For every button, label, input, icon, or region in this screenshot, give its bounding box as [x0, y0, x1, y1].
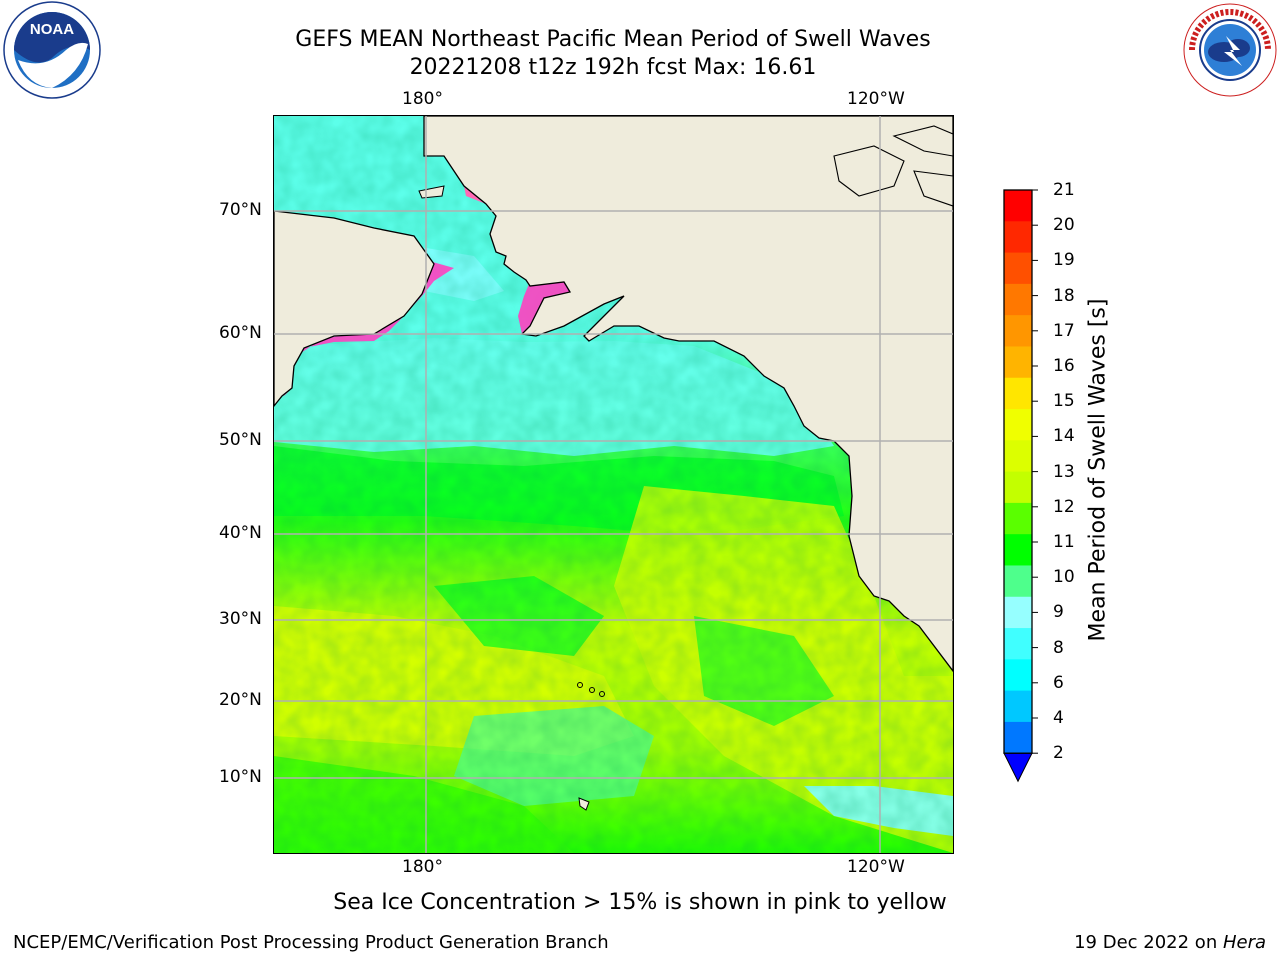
- colorbar-tick-label: 15: [1053, 391, 1075, 412]
- colorbar-tick-label: 8: [1053, 637, 1064, 658]
- graticule: [274, 116, 953, 853]
- colorbar-band: [1004, 190, 1032, 222]
- noaa-logo-text: NOAA: [30, 21, 74, 38]
- colorbar-band: [1004, 283, 1032, 316]
- footer-credit: NCEP/EMC/Verification Post Processing Pr…: [13, 932, 609, 953]
- lat-label-20n: 20°N: [219, 690, 262, 710]
- colorbar-band: [1004, 596, 1032, 629]
- land-arctic-island: [833, 145, 905, 197]
- colorbar-band: [1004, 440, 1032, 473]
- lat-label-50n: 50°N: [219, 430, 262, 450]
- colorbar-band: [1004, 565, 1032, 598]
- colorbar-under-triangle: [1003, 752, 1033, 783]
- land-arctic-island-3: [913, 170, 953, 207]
- lat-label-60n: 60°N: [219, 323, 262, 343]
- colorbar-band: [1004, 252, 1032, 285]
- colorbar-band: [1004, 534, 1032, 566]
- lon-label-bottom-120w: 120°W: [847, 857, 905, 877]
- colorbar-band: [1004, 346, 1032, 379]
- colorbar-band: [1004, 628, 1032, 660]
- colorbar-tick-label: 10: [1053, 567, 1075, 588]
- colorbar-tick-label: 11: [1053, 532, 1075, 552]
- colorbar-tick-label: 9: [1053, 602, 1064, 623]
- colorbar-band: [1004, 315, 1032, 347]
- map-panel: [273, 115, 954, 854]
- land-kauai: [577, 682, 583, 688]
- colorbar-band: [1004, 471, 1032, 504]
- noaa-logo: NOAA: [3, 1, 101, 99]
- sea-ice-caption: Sea Ice Concentration > 15% is shown in …: [333, 890, 947, 915]
- colorbar-band: [1004, 690, 1032, 723]
- colorbar-tick-label: 12: [1053, 496, 1075, 517]
- chart-subtitle: 20221208 t12z 192h fcst Max: 16.61: [409, 55, 817, 80]
- colorbar-tick-label: 6: [1053, 672, 1064, 693]
- colorbar-tick-label: 16: [1053, 356, 1075, 376]
- footer-machine: Hera: [1222, 932, 1266, 953]
- land-arctic-island-2: [892, 125, 953, 157]
- colorbar-tick-label: 14: [1053, 426, 1075, 447]
- land-oahu: [589, 687, 595, 693]
- colorbar-tick-label: 19: [1053, 250, 1075, 271]
- colorbar-label: Mean Period of Swell Waves [s]: [1085, 298, 1111, 642]
- colorbar-tick-label: 4: [1053, 708, 1064, 728]
- lat-label-70n: 70°N: [219, 200, 262, 220]
- lat-label-40n: 40°N: [219, 523, 262, 543]
- footer-date: 19 Dec 2022 on Hera: [1074, 932, 1266, 953]
- land-maui: [599, 691, 605, 697]
- lat-label-10n: 10°N: [219, 767, 262, 787]
- lat-label-30n: 30°N: [219, 609, 262, 629]
- colorbar-band: [1004, 659, 1032, 692]
- colorbar: [1003, 189, 1038, 783]
- colorbar-tick-label: 20: [1053, 215, 1075, 236]
- land-north-america: [423, 116, 953, 673]
- colorbar-tick-label: 21: [1053, 180, 1075, 200]
- colorbar-band: [1004, 721, 1032, 754]
- colorbar-tick-label: 18: [1053, 285, 1075, 306]
- colorbar-band: [1004, 409, 1032, 441]
- swell-period-map: [274, 116, 953, 853]
- colorbar-tick-label: 17: [1053, 320, 1075, 341]
- colorbar-tick-label: 2: [1053, 743, 1064, 764]
- footer-date-text: 19 Dec 2022 on: [1074, 932, 1223, 953]
- colorbar-band: [1004, 502, 1032, 535]
- lon-label-top-120w: 120°W: [847, 89, 905, 109]
- colorbar-band: [1004, 377, 1032, 410]
- colorbar-tick-label: 13: [1053, 461, 1075, 482]
- chart-title: GEFS MEAN Northeast Pacific Mean Period …: [295, 27, 931, 52]
- lon-label-bottom-180: 180°: [402, 857, 443, 877]
- nws-logo: [1183, 3, 1277, 97]
- colorbar-band: [1004, 221, 1032, 254]
- land-hawaii: [578, 797, 590, 811]
- lon-label-top-180: 180°: [402, 89, 443, 109]
